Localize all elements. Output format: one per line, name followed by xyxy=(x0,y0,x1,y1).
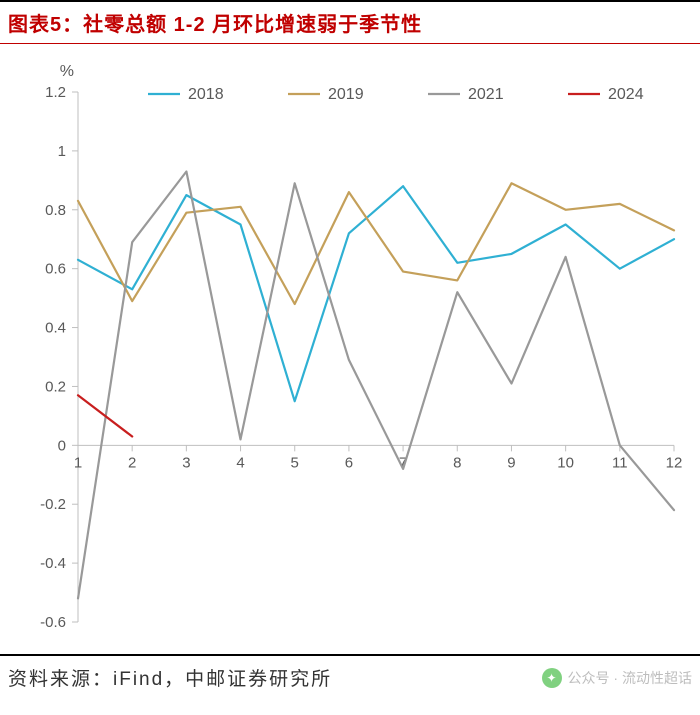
svg-text:2019: 2019 xyxy=(328,86,364,103)
svg-text:2024: 2024 xyxy=(608,86,644,103)
chart-title: 图表5：社零总额 1-2 月环比增速弱于季节性 xyxy=(8,14,422,36)
svg-text:3: 3 xyxy=(182,454,190,471)
source-text: 资料来源：iFind，中邮证券研究所 xyxy=(8,664,332,691)
line-chart: -0.6-0.4-0.200.20.40.60.811.2%1234567891… xyxy=(0,44,700,654)
svg-text:-0.2: -0.2 xyxy=(40,496,66,513)
svg-text:1.2: 1.2 xyxy=(45,84,66,101)
chart-area: -0.6-0.4-0.200.20.40.60.811.2%1234567891… xyxy=(0,44,700,654)
chart-title-bar: 图表5：社零总额 1-2 月环比增速弱于季节性 xyxy=(0,0,700,44)
svg-text:4: 4 xyxy=(236,454,244,471)
svg-text:2021: 2021 xyxy=(468,86,504,103)
svg-text:8: 8 xyxy=(453,454,461,471)
svg-text:0.8: 0.8 xyxy=(45,202,66,219)
watermark-label: 公众号 · 流动性超话 xyxy=(568,668,692,688)
svg-text:0: 0 xyxy=(58,437,66,454)
svg-text:2018: 2018 xyxy=(188,86,224,103)
svg-text:11: 11 xyxy=(612,454,628,471)
svg-text:1: 1 xyxy=(74,454,82,471)
svg-text:0.4: 0.4 xyxy=(45,320,66,337)
svg-text:0.6: 0.6 xyxy=(45,261,66,278)
svg-text:0.2: 0.2 xyxy=(45,378,66,395)
watermark: ✦ 公众号 · 流动性超话 xyxy=(542,668,692,688)
svg-text:6: 6 xyxy=(345,454,353,471)
svg-text:5: 5 xyxy=(291,454,299,471)
svg-text:1: 1 xyxy=(58,143,66,160)
svg-text:-0.6: -0.6 xyxy=(40,614,66,631)
wechat-icon: ✦ xyxy=(542,668,562,688)
svg-text:%: % xyxy=(60,63,74,80)
svg-text:10: 10 xyxy=(557,454,574,471)
footer: 资料来源：iFind，中邮证券研究所 ✦ 公众号 · 流动性超话 xyxy=(0,654,700,691)
svg-text:9: 9 xyxy=(507,454,515,471)
svg-text:-0.4: -0.4 xyxy=(40,555,66,572)
svg-text:12: 12 xyxy=(666,454,683,471)
svg-text:2: 2 xyxy=(128,454,136,471)
